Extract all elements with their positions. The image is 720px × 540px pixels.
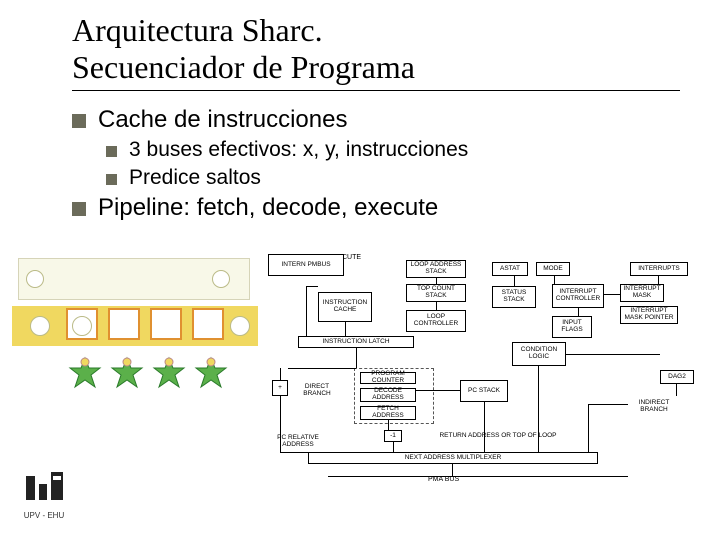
box-interrupt-mask: INTERRUPT MASK bbox=[620, 284, 664, 302]
wire bbox=[280, 452, 308, 453]
square-icon bbox=[108, 308, 140, 340]
wire bbox=[345, 322, 346, 336]
label-direct-branch: DIRECT BRANCH bbox=[298, 380, 336, 402]
box-instruction-latch: INSTRUCTION LATCH bbox=[298, 336, 414, 348]
bullet-text: Pipeline: fetch, decode, execute bbox=[98, 194, 438, 222]
wire bbox=[280, 396, 281, 452]
dot-icon bbox=[72, 316, 92, 336]
star-icon bbox=[194, 356, 228, 390]
bullet-icon bbox=[106, 174, 117, 185]
wire bbox=[554, 276, 555, 284]
box-plus: + bbox=[272, 380, 288, 396]
bullet-text: Predice saltos bbox=[129, 166, 261, 190]
square-icon bbox=[150, 308, 182, 340]
bullet-list: Cache de instrucciones 3 buses efectivos… bbox=[72, 106, 680, 226]
bullet-item: 3 buses efectivos: x, y, instrucciones bbox=[106, 138, 680, 162]
university-logo: UPV - EHU bbox=[16, 470, 72, 520]
wire bbox=[356, 348, 357, 368]
wire bbox=[566, 354, 660, 355]
bullet-item: Pipeline: fetch, decode, execute bbox=[72, 194, 680, 222]
box-mode: MODE bbox=[536, 262, 570, 276]
title-underline bbox=[72, 90, 680, 91]
box-interrupt-controller: INTERRUPT CONTROLLER bbox=[552, 284, 604, 308]
box-input-flags: INPUT FLAGS bbox=[552, 316, 592, 338]
box-condition-logic: CONDITION LOGIC bbox=[512, 342, 566, 366]
block-diagram: EXECUTE INTERN PMBUS LOOP ADDRESS STACK … bbox=[268, 254, 708, 524]
title-line2: Secuenciador de Programa bbox=[72, 49, 680, 86]
box-interrupts: INTERRUPTS bbox=[630, 262, 688, 276]
wire bbox=[538, 366, 539, 452]
left-graphic bbox=[12, 258, 258, 458]
box-interrupt-mask-pointer: INTERRUPT MASK POINTER bbox=[620, 306, 678, 324]
bullet-icon bbox=[72, 114, 86, 128]
wire bbox=[604, 294, 620, 295]
bullet-item: Predice saltos bbox=[106, 166, 680, 190]
bullet-text: Cache de instrucciones bbox=[98, 106, 347, 134]
box-fetch-address: FETCH ADDRESS bbox=[360, 406, 416, 420]
wire bbox=[436, 302, 437, 310]
box-minus1: -1 bbox=[384, 430, 402, 442]
wire bbox=[452, 464, 453, 476]
label-indirect-branch: INDIRECT BRANCH bbox=[628, 396, 680, 418]
box-status-stack: STATUS STACK bbox=[492, 286, 536, 308]
wire bbox=[514, 276, 515, 286]
dot-icon bbox=[26, 270, 44, 288]
wire bbox=[578, 308, 579, 316]
wire bbox=[388, 420, 389, 430]
star-icon bbox=[110, 356, 144, 390]
label-pcrelative: PC RELATIVE ADDRESS bbox=[268, 434, 328, 448]
box-pc-stack: PC STACK bbox=[460, 380, 508, 402]
box-astat: ASTAT bbox=[492, 262, 528, 276]
star-icon bbox=[152, 356, 186, 390]
wire bbox=[288, 368, 356, 369]
box-intern-pmbus: INTERN PMBUS bbox=[268, 254, 344, 276]
bullet-text: 3 buses efectivos: x, y, instrucciones bbox=[129, 138, 468, 162]
dot-icon bbox=[230, 316, 250, 336]
label-pma-bus: PMA BUS bbox=[428, 476, 459, 483]
diagram-area: UPV - EHU EXECUTE INTERN PMBUS LOOP ADDR… bbox=[12, 258, 708, 524]
logo-icon bbox=[23, 470, 65, 504]
wire bbox=[328, 476, 628, 477]
wire bbox=[416, 390, 460, 391]
wire bbox=[306, 286, 307, 336]
wire bbox=[306, 286, 318, 287]
wire bbox=[588, 404, 589, 452]
star-icon bbox=[68, 356, 102, 390]
logo-caption: UPV - EHU bbox=[16, 511, 72, 520]
box-program-counter: PROGRAM COUNTER bbox=[360, 372, 416, 384]
wire bbox=[676, 384, 677, 396]
title-line1: Arquitectura Sharc. bbox=[72, 12, 680, 49]
wire bbox=[588, 404, 628, 405]
bullet-item: Cache de instrucciones bbox=[72, 106, 680, 134]
square-icon bbox=[192, 308, 224, 340]
box-top-count-stack: TOP COUNT STACK bbox=[406, 284, 466, 302]
box-decode-address: DECODE ADDRESS bbox=[360, 388, 416, 402]
box-instruction-cache: INSTRUCTION CACHE bbox=[318, 292, 372, 322]
bullet-icon bbox=[106, 146, 117, 157]
wire bbox=[484, 402, 485, 452]
wire bbox=[436, 278, 437, 284]
box-next-address-mux: NEXT ADDRESS MULTIPLEXER bbox=[308, 452, 598, 464]
box-dag2: DAG2 bbox=[660, 370, 694, 384]
dot-icon bbox=[212, 270, 230, 288]
wire bbox=[280, 368, 281, 380]
wire bbox=[393, 442, 394, 452]
label-return-address: RETURN ADDRESS OR TOP OF LOOP bbox=[438, 432, 558, 439]
dot-icon bbox=[30, 316, 50, 336]
box-loop-controller: LOOP CONTROLLER bbox=[406, 310, 466, 332]
box-loop-address-stack: LOOP ADDRESS STACK bbox=[406, 260, 466, 278]
wire bbox=[658, 276, 659, 284]
slide-title: Arquitectura Sharc. Secuenciador de Prog… bbox=[72, 12, 680, 86]
bullet-icon bbox=[72, 202, 86, 216]
